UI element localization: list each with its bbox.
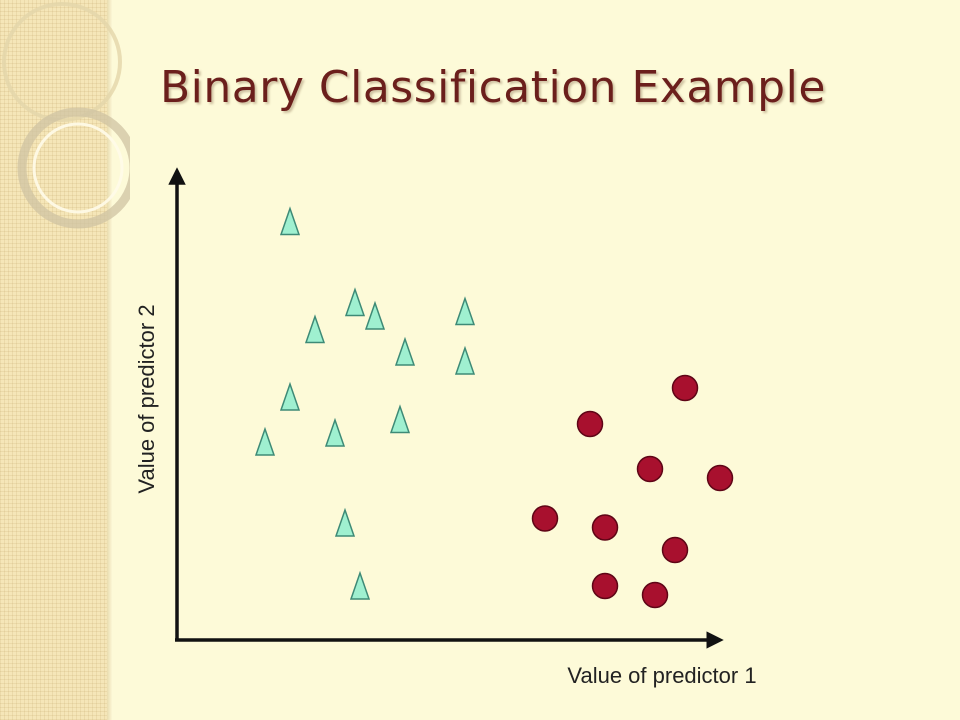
triangle-point	[254, 426, 276, 456]
side-band-edge	[107, 0, 112, 720]
triangle-point	[324, 417, 346, 447]
triangle-point	[334, 507, 356, 537]
triangle-point	[279, 206, 301, 236]
triangle-point	[349, 570, 371, 600]
circle-point	[636, 455, 664, 483]
scatter-marks	[254, 206, 734, 609]
x-axis-label: Value of predictor 1	[567, 663, 756, 688]
triangle-point	[304, 314, 326, 344]
circle-point	[661, 536, 689, 564]
circle-point	[641, 581, 669, 609]
decorative-rings	[2, 2, 130, 229]
triangle-point	[344, 287, 366, 317]
slide-title: Binary Classification Example	[160, 62, 826, 113]
triangle-point	[454, 296, 476, 326]
y-axis-label: Value of predictor 2	[134, 304, 159, 493]
triangle-point	[394, 336, 416, 366]
triangle-point	[454, 345, 476, 375]
circle-point	[531, 505, 559, 532]
triangle-point	[364, 300, 386, 330]
triangle-point	[279, 381, 301, 411]
triangle-point	[389, 404, 411, 434]
circle-point	[591, 514, 619, 541]
circle-point	[591, 572, 619, 600]
circle-point	[576, 410, 604, 438]
circle-point	[671, 374, 699, 402]
circle-point	[706, 464, 734, 492]
